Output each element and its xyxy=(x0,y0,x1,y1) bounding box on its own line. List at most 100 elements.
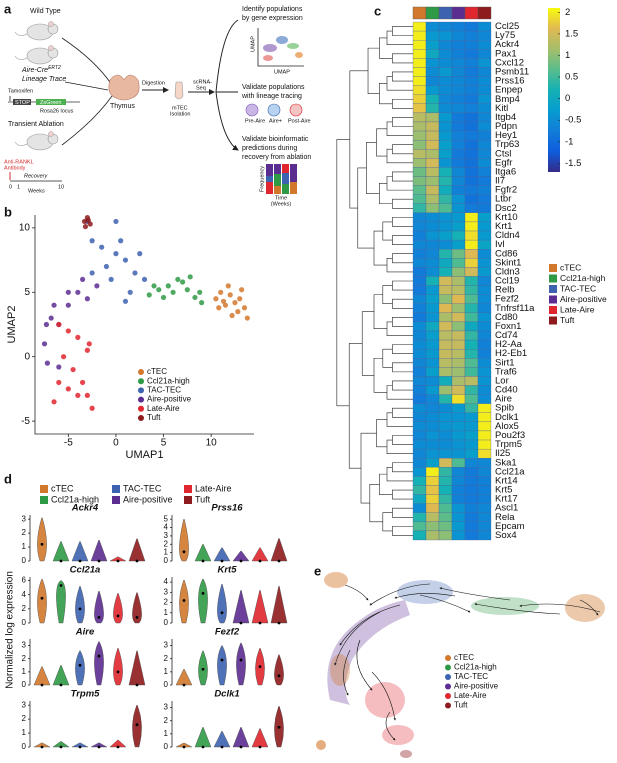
heat-cell xyxy=(451,385,466,395)
point xyxy=(43,321,50,328)
y-tick-label: 1 xyxy=(164,667,169,676)
heat-cell xyxy=(477,439,492,450)
legend-label: Aire-positive xyxy=(560,294,607,304)
dendrogram-branch xyxy=(386,385,413,400)
heat-cell xyxy=(451,476,466,486)
point xyxy=(137,251,143,257)
colorbar-label: 2 xyxy=(565,7,570,18)
column-color xyxy=(464,6,479,20)
heat-cell xyxy=(477,49,492,59)
row-label: Hey1 xyxy=(495,130,517,141)
heat-cell xyxy=(412,239,427,250)
median-dot xyxy=(135,683,139,687)
row-label: Dclk1 xyxy=(495,412,519,423)
point xyxy=(60,354,67,360)
heat-cell xyxy=(425,439,440,450)
heat-cell xyxy=(425,412,440,423)
heat-cell xyxy=(425,421,440,432)
heat-cell xyxy=(438,76,453,86)
label: Aire+ xyxy=(269,118,282,124)
heat-cell xyxy=(412,312,427,323)
heat-cell xyxy=(425,367,440,377)
point xyxy=(56,364,62,370)
heat-cell xyxy=(451,421,466,432)
median-dot xyxy=(135,559,139,563)
row-label: Trp63 xyxy=(495,139,519,150)
tube-icon xyxy=(174,81,184,100)
heat-cell xyxy=(464,367,479,377)
heat-cell xyxy=(425,121,440,132)
dendrogram-branch xyxy=(392,117,413,127)
heat-cell xyxy=(438,21,453,32)
median-dot xyxy=(116,559,120,563)
row-label: Spib xyxy=(495,403,514,414)
legend-label: Tuft xyxy=(195,494,211,504)
heat-cell xyxy=(438,312,453,323)
legend-swatch xyxy=(445,655,451,661)
heat-cell xyxy=(451,312,466,323)
cell-cloud xyxy=(382,725,414,745)
violin xyxy=(56,580,66,624)
heat-cell xyxy=(425,330,440,341)
point xyxy=(103,263,110,270)
median-dot xyxy=(277,674,281,678)
heat-cell xyxy=(451,339,466,350)
heat-cell xyxy=(451,112,466,123)
heat-cell xyxy=(438,167,453,177)
heat-cell xyxy=(451,194,466,204)
label: 10 xyxy=(58,184,64,190)
heat-cell xyxy=(412,85,427,95)
heat-cell xyxy=(438,485,453,495)
heat-cell xyxy=(464,403,479,413)
y-tick-label: -5 xyxy=(21,416,30,427)
heat-cell xyxy=(425,321,440,332)
heat-cell xyxy=(451,467,466,477)
median-dot xyxy=(135,723,139,727)
heat-cell xyxy=(464,503,479,513)
heat-cell xyxy=(477,349,492,359)
median-dot xyxy=(182,745,186,749)
median-dot xyxy=(78,607,82,611)
heat-cell xyxy=(438,385,453,395)
heat-cell xyxy=(451,512,466,522)
label: Lineage Trace xyxy=(22,76,66,83)
point xyxy=(82,223,89,230)
heat-cell xyxy=(438,276,453,286)
y-tick-label: 3 xyxy=(22,514,27,523)
median-dot xyxy=(116,670,120,674)
label: by gene expression xyxy=(242,15,303,22)
streamline xyxy=(334,611,381,666)
heat-cell xyxy=(451,394,466,404)
heat-cell xyxy=(477,467,492,477)
point xyxy=(80,276,86,283)
y-tick-label: 0 xyxy=(22,680,27,689)
heat-cell xyxy=(412,203,427,213)
heat-cell xyxy=(451,439,466,450)
violin xyxy=(33,742,51,748)
violin xyxy=(90,539,108,562)
heat-cell xyxy=(464,76,479,86)
point xyxy=(65,328,71,334)
legend-swatch xyxy=(40,496,48,504)
gene-title: Dclk1 xyxy=(214,689,239,700)
heat-cell xyxy=(438,121,453,132)
label: STOP xyxy=(15,100,30,106)
heat-cell xyxy=(412,321,427,332)
heat-cell xyxy=(412,403,427,413)
point xyxy=(84,296,90,302)
dendrogram-branch xyxy=(357,167,374,249)
heat-cell xyxy=(412,394,427,404)
point xyxy=(89,238,95,244)
heat-cell xyxy=(451,94,466,104)
colorbar-label: 1 xyxy=(565,50,570,61)
median-dot xyxy=(116,614,120,618)
point xyxy=(122,257,129,263)
heat-cell xyxy=(464,21,479,32)
heat-cell xyxy=(412,367,427,377)
gene-title: Prss16 xyxy=(211,503,243,514)
heat-cell xyxy=(477,303,492,313)
heat-cell xyxy=(425,103,440,114)
heat-cell xyxy=(438,149,453,159)
heat-cell xyxy=(464,67,479,77)
